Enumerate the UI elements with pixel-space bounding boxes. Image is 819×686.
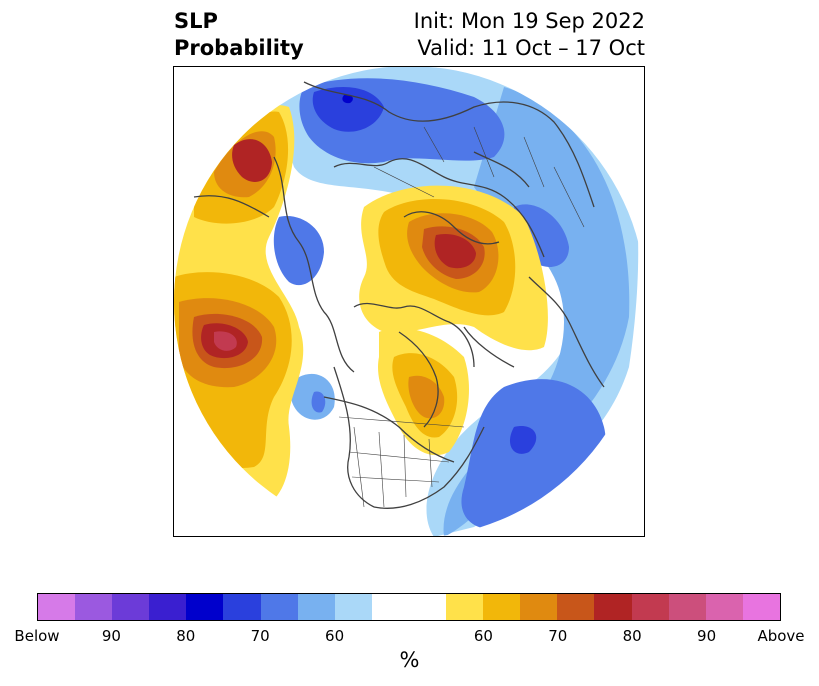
colorbar-swatch (223, 594, 261, 620)
colorbar-swatch (668, 594, 706, 620)
colorbar-swatch (186, 594, 224, 620)
title-right: Init: Mon 19 Sep 2022 Valid: 11 Oct – 17… (330, 8, 645, 62)
init-date: Init: Mon 19 Sep 2022 (413, 9, 645, 33)
valid-range: Valid: 11 Oct – 17 Oct (417, 36, 645, 60)
colorbar-tick-label: 90 (101, 627, 121, 645)
colorbar-swatch (334, 594, 372, 620)
colorbar-swatch (742, 594, 780, 620)
coastlines (193, 81, 605, 509)
colorbar-swatch (446, 594, 484, 620)
colorbar-tick-label: Below (14, 627, 60, 645)
colorbar-swatch (705, 594, 743, 620)
blue-pacific-core (311, 391, 326, 413)
colorbar-swatch (149, 594, 187, 620)
colorbar-swatch (520, 594, 558, 620)
map-panel (173, 66, 645, 537)
title-variable: SLP (174, 9, 218, 33)
colorbar-swatch (75, 594, 113, 620)
colorbar-swatch (297, 594, 335, 620)
colorbar-unit: % (399, 648, 420, 672)
title-product: Probability (174, 36, 304, 60)
probability-map (174, 67, 644, 536)
crimson-pacific (214, 331, 237, 351)
title-left: SLP Probability (174, 8, 304, 62)
colorbar-swatch (483, 594, 521, 620)
colorbar-swatch (260, 594, 298, 620)
colorbar-swatch (371, 594, 409, 620)
colorbar-swatch (408, 594, 447, 620)
political-borders (338, 126, 585, 508)
colorbar (37, 593, 781, 621)
colorbar-tick-label: 60 (325, 627, 345, 645)
colorbar-swatch (38, 594, 76, 620)
blue-eurasia-core (312, 87, 384, 132)
colorbar-tick-label: Above (757, 627, 805, 645)
colorbar-tick-label: 60 (473, 627, 493, 645)
blue-eurasia-peak (342, 94, 353, 104)
colorbar-swatch (112, 594, 150, 620)
colorbar-swatch (594, 594, 632, 620)
blue-atlantic-core (509, 426, 537, 454)
colorbar-tick-label: 80 (176, 627, 196, 645)
red-arctic (434, 233, 476, 269)
colorbar-tick-label: 80 (622, 627, 642, 645)
colorbar-tick-label: 70 (548, 627, 568, 645)
blue-west-canada (273, 216, 324, 286)
colorbar-tick-label: 90 (697, 627, 717, 645)
colorbar-tick-label: 70 (250, 627, 270, 645)
colorbar-swatch (557, 594, 595, 620)
red-gulf-alaska (232, 139, 272, 182)
colorbar-tick-labels: Below 90 80 70 60 60 70 80 90 Above (0, 627, 819, 647)
colorbar-swatch (631, 594, 669, 620)
